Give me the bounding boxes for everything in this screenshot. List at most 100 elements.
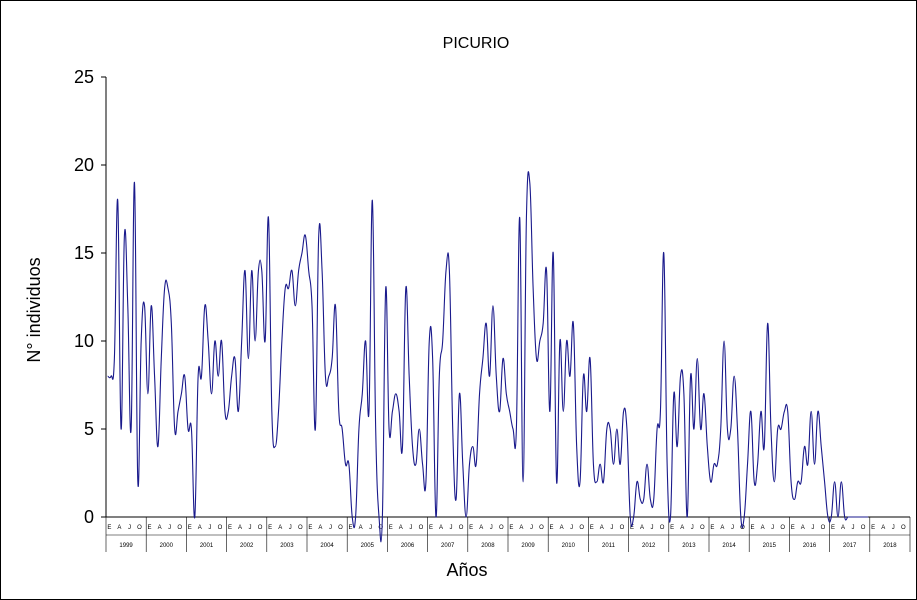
data-point: [392, 411, 393, 412]
data-point: [553, 252, 554, 253]
month-label: E: [590, 525, 594, 531]
month-label: O: [459, 525, 464, 531]
data-point: [187, 428, 188, 429]
data-point: [285, 288, 286, 289]
chart-title: PICURIO: [443, 35, 510, 52]
data-point: [526, 217, 527, 218]
data-point: [375, 428, 376, 429]
data-point: [315, 428, 316, 429]
year-label: 2016: [803, 543, 817, 549]
year-label: 2001: [200, 543, 214, 549]
data-point: [740, 516, 741, 517]
data-point: [127, 305, 128, 306]
data-point: [137, 481, 138, 482]
year-label: 2008: [481, 543, 495, 549]
data-point: [727, 428, 728, 429]
data-point: [131, 428, 132, 429]
month-label: E: [751, 525, 755, 531]
month-label: O: [298, 525, 303, 531]
data-point: [432, 358, 433, 359]
data-point: [790, 481, 791, 482]
data-point: [362, 393, 363, 394]
data-point: [181, 393, 182, 394]
data-point: [348, 464, 349, 465]
data-point: [723, 340, 724, 341]
month-label: A: [720, 525, 724, 531]
year-label: 2014: [722, 543, 736, 549]
data-point: [462, 464, 463, 465]
data-point: [717, 464, 718, 465]
data-point: [365, 340, 366, 341]
series-group: [107, 171, 869, 543]
data-point: [700, 428, 701, 429]
month-label: O: [620, 525, 625, 531]
data-point: [844, 516, 845, 517]
data-point: [770, 428, 771, 429]
data-point: [653, 499, 654, 500]
data-point: [154, 376, 155, 377]
data-point: [536, 358, 537, 359]
data-point: [476, 464, 477, 465]
month-label: E: [710, 525, 714, 531]
data-point: [335, 305, 336, 306]
month-label: E: [107, 525, 111, 531]
data-point: [385, 288, 386, 289]
data-point: [730, 428, 731, 429]
data-point: [834, 481, 835, 482]
data-point: [864, 516, 865, 517]
month-label: J: [249, 525, 252, 531]
data-point: [680, 376, 681, 377]
data-point: [238, 411, 239, 412]
data-point: [516, 428, 517, 429]
year-label: 2013: [682, 543, 696, 549]
data-point: [352, 516, 353, 517]
month-label: O: [579, 525, 584, 531]
data-point: [368, 411, 369, 412]
month-label: O: [821, 525, 826, 531]
data-point: [167, 288, 168, 289]
data-point: [275, 446, 276, 447]
data-point: [479, 393, 480, 394]
data-point: [419, 428, 420, 429]
month-label: J: [490, 525, 493, 531]
month-label: A: [399, 525, 403, 531]
data-point: [596, 481, 597, 482]
year-label: 1999: [119, 543, 133, 549]
month-label: J: [289, 525, 292, 531]
data-point: [780, 428, 781, 429]
y-tick-label: 20: [74, 155, 94, 175]
month-label: J: [731, 525, 734, 531]
data-point: [288, 288, 289, 289]
data-point: [325, 376, 326, 377]
data-point: [606, 428, 607, 429]
data-point: [496, 376, 497, 377]
year-label: 2017: [843, 543, 857, 549]
data-point: [174, 428, 175, 429]
data-point: [261, 270, 262, 271]
data-point: [328, 376, 329, 377]
data-point: [854, 516, 855, 517]
data-point: [469, 464, 470, 465]
data-point: [301, 252, 302, 253]
data-point: [171, 323, 172, 324]
data-point: [455, 499, 456, 500]
month-label: A: [198, 525, 202, 531]
data-point: [804, 446, 805, 447]
data-point: [857, 516, 858, 517]
data-point: [110, 376, 111, 377]
data-point: [124, 235, 125, 236]
data-point: [764, 446, 765, 447]
data-point: [868, 516, 869, 517]
data-point: [522, 481, 523, 482]
data-point: [194, 516, 195, 517]
data-point: [134, 182, 135, 183]
data-point: [693, 428, 694, 429]
data-point: [472, 446, 473, 447]
data-point: [321, 270, 322, 271]
data-point: [254, 340, 255, 341]
data-point: [610, 428, 611, 429]
data-point: [486, 323, 487, 324]
data-point: [241, 340, 242, 341]
